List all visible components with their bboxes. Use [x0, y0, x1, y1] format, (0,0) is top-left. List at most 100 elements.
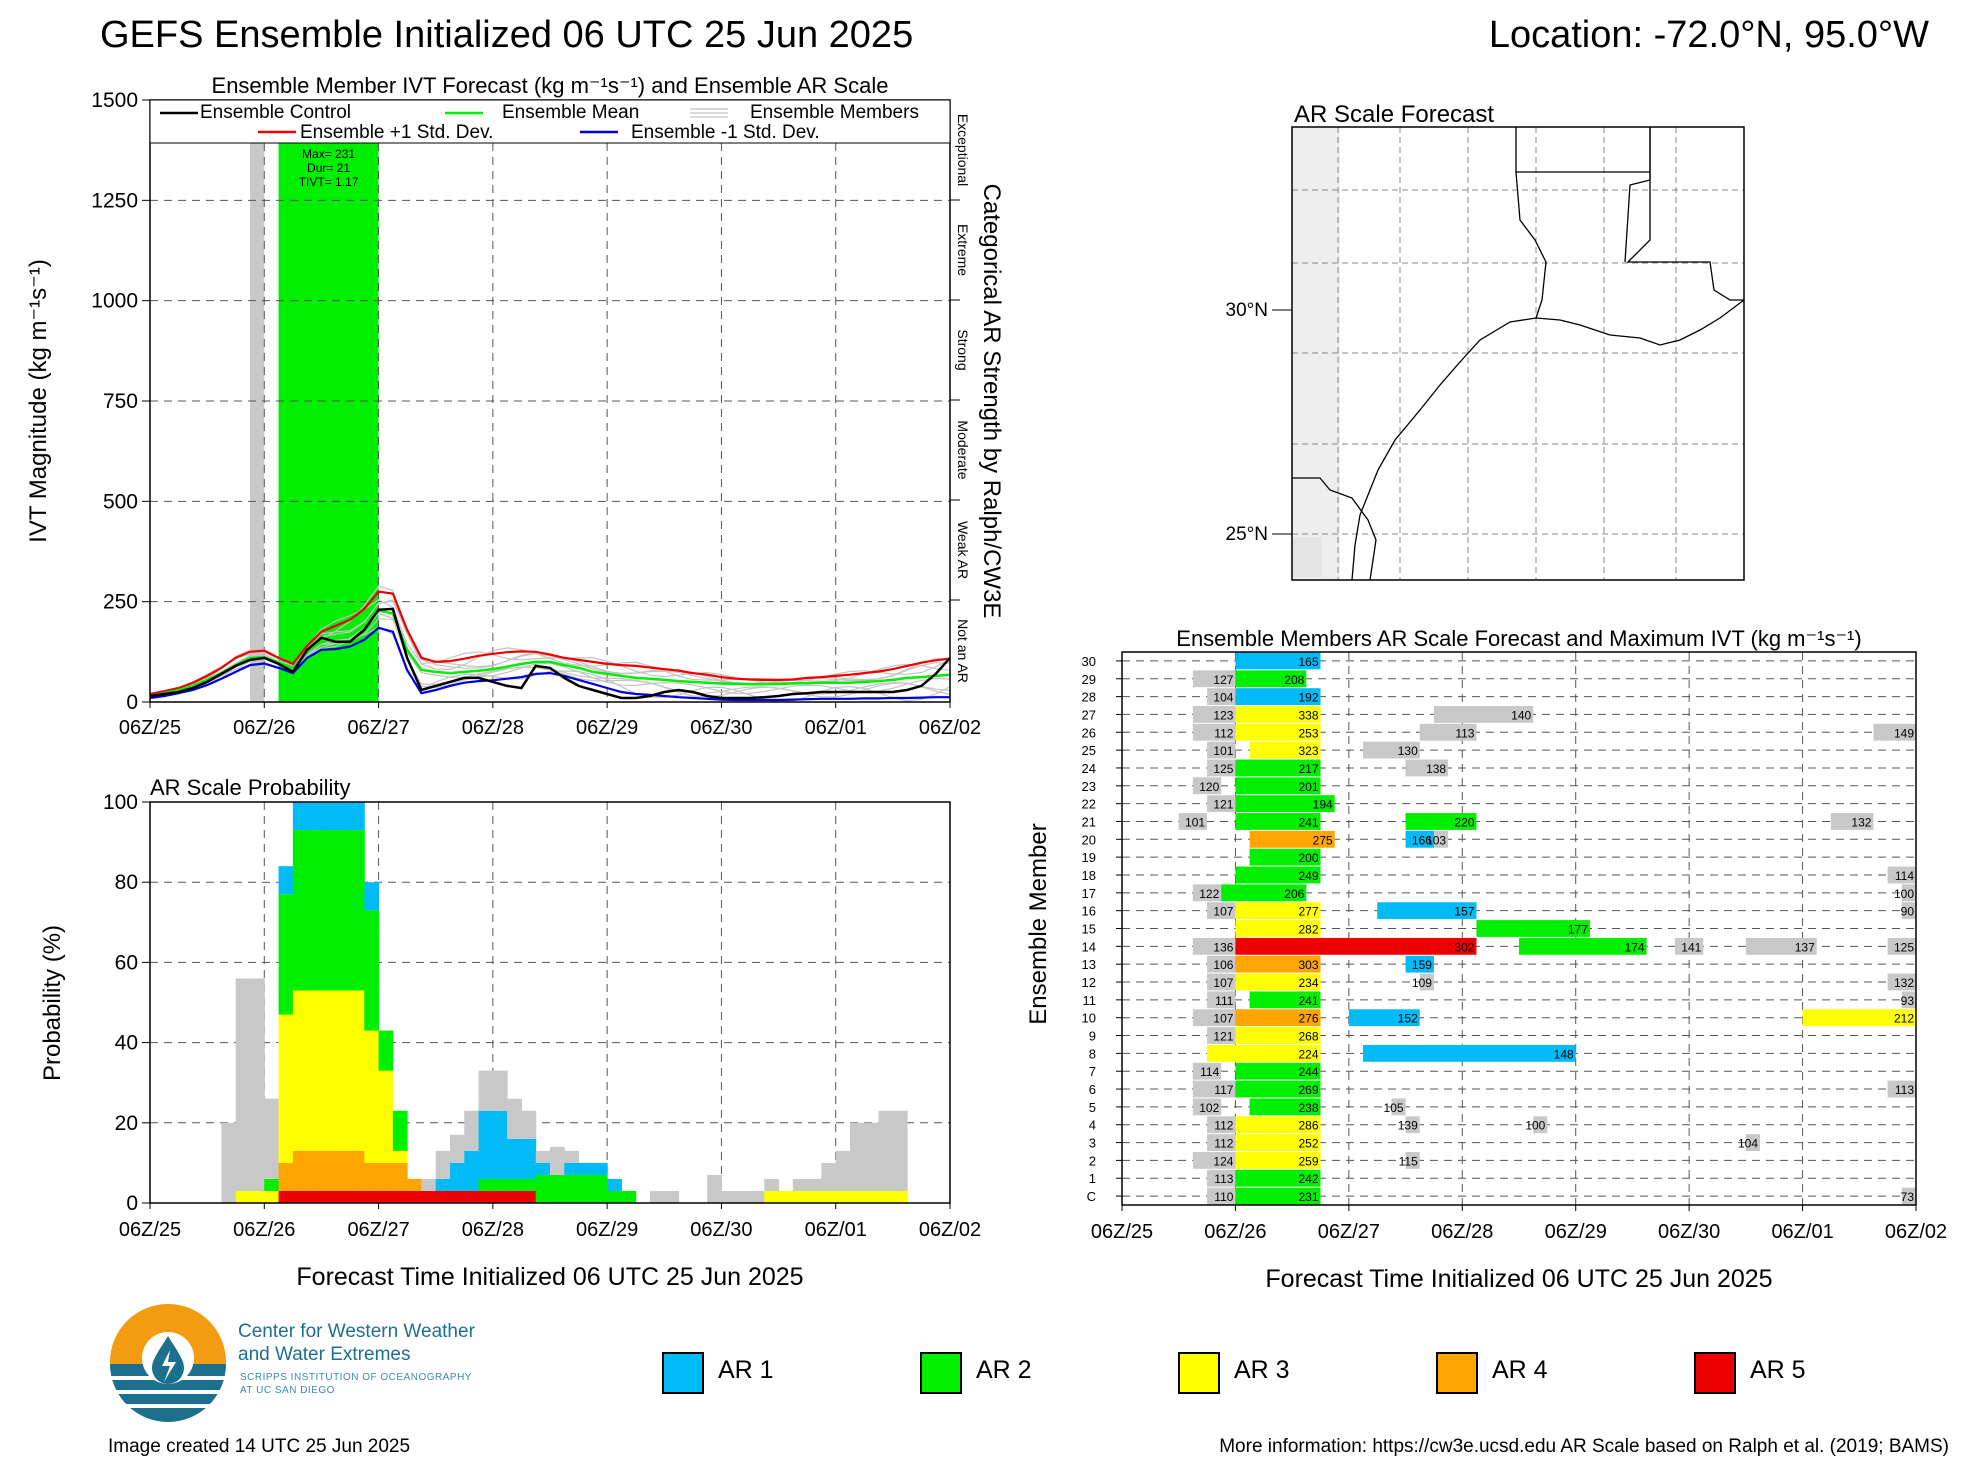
prob-bar-42-gray: [864, 1122, 880, 1191]
ivt-ytick-label-5: 1250: [91, 189, 138, 212]
member-bar-value-3-0: 112: [1214, 1137, 1233, 1151]
prob-frame: [149, 801, 951, 1204]
prob-bar-17-gray: [464, 1110, 480, 1151]
member-bar-21-2: [1405, 813, 1477, 830]
member-label-22: 22: [1082, 797, 1096, 812]
map-shade-sw: [1292, 537, 1322, 577]
prob-bar-10-ar2: [364, 910, 380, 1031]
prob-bar-15-ar1: [435, 1178, 451, 1191]
member-bar-value-6-1: 269: [1298, 1083, 1318, 1097]
member-bar-2-2: [1405, 1151, 1420, 1169]
member-bar-value-12-1: 234: [1298, 976, 1318, 990]
member-bar-value-4-2: 139: [1398, 1119, 1418, 1133]
prob-xlabel: Forecast Time Initialized 06 UTC 25 Jun …: [296, 1263, 803, 1291]
prob-bar-19-ar2: [492, 1178, 508, 1191]
member-label-30: 30: [1082, 654, 1096, 669]
member-label-15: 15: [1082, 922, 1096, 937]
prob-bar-28-ar2: [621, 1190, 637, 1203]
prob-bar-44-gray: [892, 1110, 908, 1191]
member-bar-value-3-2: 104: [1738, 1137, 1758, 1151]
members-xlabel: Forecast Time Initialized 06 UTC 25 Jun …: [1265, 1265, 1772, 1293]
member-bar-4-1: [1235, 1116, 1321, 1134]
ivt-band-1: [278, 143, 379, 702]
member-bar-21-1: [1235, 813, 1321, 830]
member-bar-17-0: [1192, 884, 1222, 902]
member-bar-value-5-2: 105: [1384, 1101, 1404, 1115]
member-bar-value-10-3: 212: [1894, 1012, 1914, 1026]
prob-bar-24-ar1: [564, 1162, 580, 1175]
member-bar-22-0: [1207, 795, 1236, 813]
prob-bar-5-ar4: [292, 1150, 308, 1191]
legend-ar1-label: AR 1: [718, 1356, 774, 1384]
prob-bar-26-ar2: [592, 1174, 608, 1203]
member-bar-value-2-0: 124: [1213, 1154, 1233, 1168]
ivt-legend-box: [149, 99, 951, 144]
ivt-category-0: Not an AR: [955, 619, 971, 683]
ivt-xtick-label-2: 06Z/27: [347, 717, 409, 739]
member-bar-7-0: [1192, 1062, 1222, 1080]
member-label-9: 9: [1089, 1029, 1096, 1044]
member-bar-27-1: [1235, 706, 1321, 723]
prob-ytick-label-0: 0: [126, 1192, 138, 1215]
prob-bar-7-ar1: [321, 802, 337, 831]
ivt-category-1: Weak AR: [955, 521, 971, 579]
prob-bar-9-ar3: [350, 990, 365, 1151]
ivt-legend-mean: Ensemble Mean: [502, 102, 639, 123]
prob-bar-26-ar1: [592, 1162, 608, 1175]
member-bar-13-2: [1405, 955, 1434, 973]
more-info-link[interactable]: More information: https://cw3e.ucsd.edu …: [1219, 1436, 1949, 1457]
member-bar-value-30-0: 165: [1298, 655, 1318, 669]
members-title: Ensemble Members AR Scale Forecast and M…: [1176, 626, 1861, 651]
map-mississippi-border: [1624, 127, 1651, 263]
member-bar-28-1: [1235, 688, 1321, 706]
member-bar-15-0: [1235, 920, 1321, 937]
prob-bar-19-ar1: [492, 1110, 508, 1179]
member-bar-4-2: [1405, 1116, 1420, 1134]
member-bar-11-2: [1901, 991, 1916, 1009]
member-bar-value-24-1: 217: [1298, 762, 1318, 776]
ivt-ytick-label-2: 500: [103, 490, 138, 513]
prob-bar-5-ar3: [292, 990, 308, 1151]
member-bar-value-C-2: 73: [1901, 1190, 1915, 1204]
prob-bar-43-gray: [878, 1110, 894, 1191]
member-bar-16-3: [1901, 902, 1916, 920]
member-bar-12-0: [1207, 973, 1236, 991]
member-bar-value-26-2: 113: [1455, 726, 1474, 740]
prob-bar-17-ar1: [464, 1150, 480, 1191]
member-bar-value-19-0: 200: [1298, 851, 1318, 865]
legend-ar5-label: AR 5: [1750, 1356, 1806, 1384]
member-bar-value-25-1: 323: [1298, 744, 1318, 758]
prob-bar-34-gray: [750, 1190, 765, 1203]
member-label-7: 7: [1089, 1064, 1096, 1079]
member-bar-24-2: [1405, 759, 1449, 777]
prob-bar-25-ar2: [578, 1174, 594, 1203]
member-label-11: 11: [1083, 993, 1097, 1008]
member-bar-value-29-1: 208: [1284, 673, 1304, 687]
prob-bar-6-ar1: [307, 802, 322, 831]
prob-bar-41-gray: [850, 1122, 865, 1191]
ivt-ytick-label-4: 1000: [91, 290, 138, 313]
prob-bar-22-gray: [535, 1150, 551, 1163]
member-bar-23-1: [1235, 777, 1321, 795]
prob-bar-15-gray: [435, 1150, 451, 1179]
prob-bar-12-ar3: [392, 1150, 408, 1163]
member-bar-26-2: [1419, 723, 1477, 741]
members-xtick-label-0: 06Z/25: [1091, 1221, 1153, 1243]
member-bar-value-20-1: 166: [1412, 833, 1432, 847]
logo-sub2: AT UC SAN DIEGO: [240, 1385, 335, 1396]
prob-bar-4-ar3: [278, 1014, 294, 1163]
member-bar-4-0: [1207, 1116, 1236, 1134]
prob-bar-21-gray: [521, 1110, 537, 1139]
legend-ar2-label: AR 2: [976, 1356, 1032, 1384]
member-label-4: 4: [1089, 1118, 1096, 1133]
member-bar-10-1: [1235, 1009, 1321, 1027]
members-xtick-label-4: 06Z/29: [1545, 1221, 1607, 1243]
created-timestamp: Image created 14 UTC 25 Jun 2025: [108, 1436, 411, 1457]
member-bar-value-25-2: 130: [1398, 744, 1418, 758]
ivt-legend-plus: Ensemble +1 Std. Dev.: [300, 122, 493, 143]
member-bar-16-0: [1207, 902, 1236, 920]
member-bar-value-13-2: 159: [1412, 958, 1432, 972]
prob-ytick-label-3: 60: [115, 951, 138, 974]
ivt-ytick-label-6: 1500: [91, 89, 138, 112]
